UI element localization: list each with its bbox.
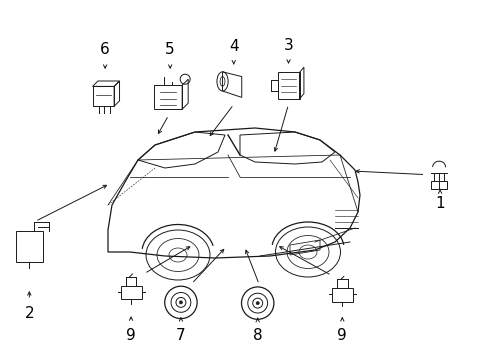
Text: 3: 3	[283, 37, 293, 53]
Text: 5: 5	[165, 42, 175, 57]
Text: 9: 9	[337, 328, 346, 343]
Text: 6: 6	[100, 42, 110, 57]
Text: 2: 2	[24, 306, 34, 321]
Text: 9: 9	[126, 328, 136, 343]
Ellipse shape	[179, 301, 182, 304]
Ellipse shape	[256, 301, 259, 305]
Text: 1: 1	[434, 196, 444, 211]
Text: 4: 4	[228, 39, 238, 54]
Text: 8: 8	[252, 328, 262, 343]
Text: 7: 7	[176, 328, 185, 343]
